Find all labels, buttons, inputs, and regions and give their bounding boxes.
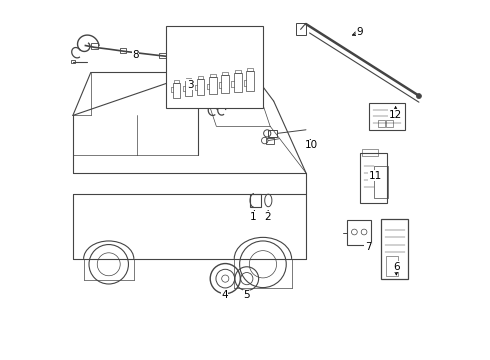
- Bar: [360, 153, 387, 203]
- Bar: [368, 103, 405, 130]
- Bar: [221, 75, 229, 93]
- Bar: [234, 73, 242, 92]
- Bar: [245, 71, 254, 91]
- Text: 2: 2: [265, 212, 271, 221]
- Bar: [91, 43, 98, 49]
- Bar: [185, 81, 192, 96]
- Bar: [225, 84, 231, 89]
- Bar: [266, 138, 274, 144]
- Text: 6: 6: [393, 262, 400, 272]
- Circle shape: [416, 94, 421, 99]
- Text: 7: 7: [365, 242, 371, 252]
- Text: 1: 1: [250, 212, 257, 221]
- Bar: [235, 70, 241, 73]
- Text: 10: 10: [305, 140, 318, 150]
- Bar: [362, 149, 378, 156]
- Text: 4: 4: [221, 291, 228, 301]
- Text: 9: 9: [356, 27, 363, 37]
- Bar: [210, 74, 216, 77]
- Bar: [166, 26, 263, 108]
- Bar: [173, 83, 180, 98]
- Bar: [198, 76, 203, 79]
- Bar: [347, 220, 370, 244]
- Bar: [247, 68, 253, 71]
- Bar: [174, 80, 178, 83]
- Bar: [71, 60, 75, 63]
- Bar: [222, 72, 228, 75]
- Bar: [386, 256, 398, 276]
- Bar: [209, 77, 217, 94]
- Bar: [186, 78, 191, 81]
- Bar: [120, 48, 126, 53]
- Text: 8: 8: [132, 50, 139, 60]
- Text: 3: 3: [187, 80, 194, 90]
- Text: 5: 5: [243, 291, 250, 301]
- Bar: [296, 23, 306, 35]
- Bar: [159, 53, 166, 58]
- Bar: [381, 220, 408, 279]
- Bar: [195, 58, 201, 64]
- Bar: [197, 79, 204, 95]
- Text: 11: 11: [368, 171, 382, 181]
- Bar: [386, 120, 393, 127]
- Text: 12: 12: [389, 110, 402, 120]
- Bar: [378, 120, 385, 127]
- Bar: [269, 130, 277, 137]
- Bar: [374, 166, 389, 198]
